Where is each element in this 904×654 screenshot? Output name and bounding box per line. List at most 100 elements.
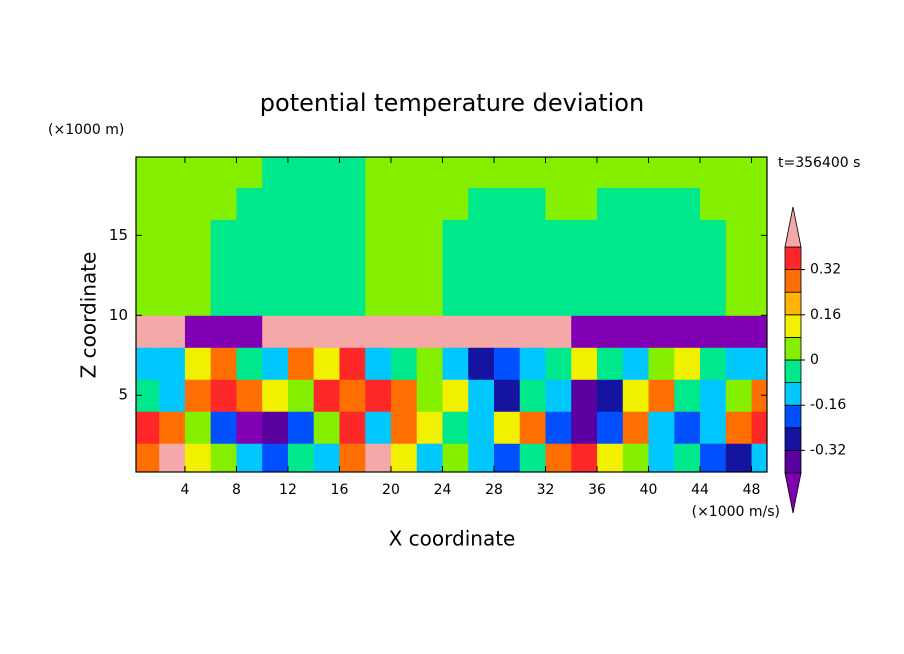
contour-cell xyxy=(519,411,547,444)
colorbar-over xyxy=(784,206,802,248)
contour-cell xyxy=(184,219,212,252)
y-tick-label: 10 xyxy=(109,306,128,324)
contour-cell xyxy=(571,219,598,252)
contour-cell xyxy=(571,347,598,380)
contour-cell xyxy=(545,157,572,188)
contour-cell xyxy=(339,411,366,444)
contour-cell xyxy=(136,315,160,348)
contour-cell xyxy=(365,251,392,284)
contour-cell xyxy=(597,379,624,412)
x-tick-label: 4 xyxy=(180,482,189,498)
contour-cell xyxy=(725,251,753,284)
contour-cell xyxy=(468,315,495,348)
contour-cell xyxy=(416,187,443,220)
annotation: t=356400 s xyxy=(778,155,860,171)
contour-cell xyxy=(210,347,237,380)
contour-cell xyxy=(236,411,263,444)
contour-cell xyxy=(416,219,443,252)
contour-cell xyxy=(545,443,572,472)
contour-cell xyxy=(700,315,727,348)
contour-cell xyxy=(545,347,572,380)
contour-cell xyxy=(262,283,289,316)
contour-cell xyxy=(416,443,443,472)
contour-cell xyxy=(159,443,186,472)
y-unit: (×1000 m) xyxy=(48,122,124,138)
contour-cell xyxy=(493,219,521,252)
contour-cell xyxy=(700,347,727,380)
x-tick-label: 20 xyxy=(382,482,400,498)
contour-cell xyxy=(700,157,727,188)
contour-cell xyxy=(262,379,289,412)
contour-cell xyxy=(313,347,340,380)
contour-cell xyxy=(545,283,572,316)
colorbar-segment xyxy=(784,246,802,271)
contour-cell xyxy=(545,379,572,412)
contour-cell xyxy=(262,187,289,220)
contour-cell xyxy=(262,411,289,444)
contour-cell xyxy=(210,187,237,220)
contour-cell xyxy=(339,315,366,348)
colorbar-segment xyxy=(784,449,802,474)
contour-cell xyxy=(313,379,340,412)
contour-cell xyxy=(210,443,237,472)
contour-cell xyxy=(674,379,701,412)
contour-cell xyxy=(648,251,675,284)
contour-cell xyxy=(159,157,186,188)
contour-cell xyxy=(313,187,340,220)
colorbar-under xyxy=(784,472,802,514)
contour-cell xyxy=(519,379,547,412)
contour-cell xyxy=(390,251,418,284)
contour-cell xyxy=(622,251,650,284)
contour-cell xyxy=(648,187,675,220)
contour-cell xyxy=(159,251,186,284)
contour-cell xyxy=(493,411,521,444)
contour-cell xyxy=(725,347,753,380)
contour-cell xyxy=(493,251,521,284)
contour-cell xyxy=(136,443,160,472)
contour-cell xyxy=(545,251,572,284)
contour-cell xyxy=(136,187,160,220)
contour-cell xyxy=(184,347,212,380)
contour-cell xyxy=(648,411,675,444)
contour-cell xyxy=(468,443,495,472)
contour-cell xyxy=(700,283,727,316)
contour-cell xyxy=(236,283,263,316)
x-tick-label: 48 xyxy=(743,482,761,498)
contour-cell xyxy=(390,443,418,472)
contour-cell xyxy=(416,251,443,284)
contour-cell xyxy=(545,315,572,348)
y-tick-label: 5 xyxy=(118,386,128,404)
contour-cell xyxy=(674,251,701,284)
contour-cell xyxy=(468,379,495,412)
contour-cell xyxy=(468,187,495,220)
contour-cell xyxy=(648,443,675,472)
contour-cell xyxy=(236,251,263,284)
contour-cell xyxy=(365,219,392,252)
contour-cell xyxy=(700,411,727,444)
x-tick-label: 28 xyxy=(485,482,503,498)
contour-cell xyxy=(674,157,701,188)
contour-cell xyxy=(442,315,469,348)
contour-cell xyxy=(184,379,212,412)
x-tick-label: 36 xyxy=(588,482,606,498)
contour-cell xyxy=(136,347,160,380)
contour-cell xyxy=(442,251,469,284)
contour-cell xyxy=(287,187,315,220)
contour-cell xyxy=(136,379,160,412)
contour-cell xyxy=(468,157,495,188)
contour-cell xyxy=(210,411,237,444)
contour-cell xyxy=(751,283,767,316)
contour-cell xyxy=(236,315,263,348)
colorbar-segment xyxy=(784,382,802,406)
contour-cell xyxy=(725,283,753,316)
contour-cell xyxy=(210,251,237,284)
contour-cell xyxy=(648,157,675,188)
contour-cell xyxy=(287,347,315,380)
contour-cell xyxy=(700,219,727,252)
contour-cell xyxy=(365,443,392,472)
contour-cell xyxy=(519,443,547,472)
contour-cell xyxy=(339,379,366,412)
colorbar-segment xyxy=(784,336,802,361)
contour-cell xyxy=(339,219,366,252)
contour-cell xyxy=(416,157,443,188)
